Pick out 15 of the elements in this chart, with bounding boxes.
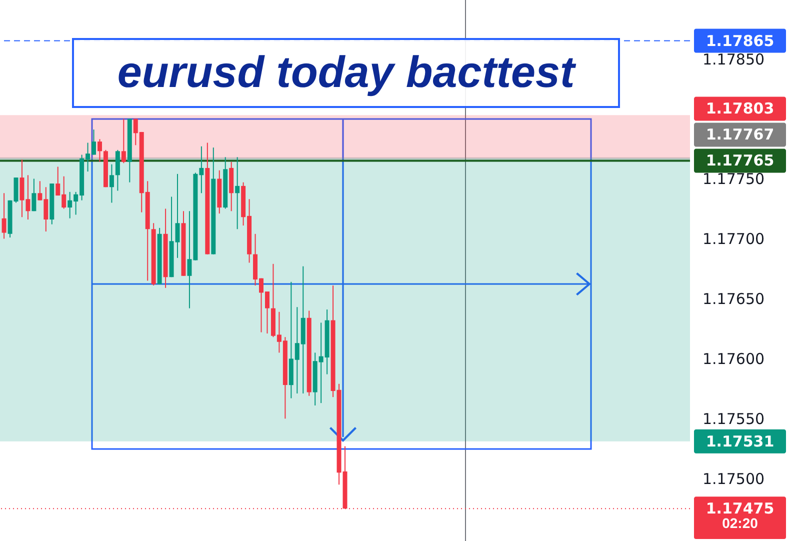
text: eurusd today bacttest bbox=[72, 38, 620, 108]
band-label: 1.17531 bbox=[706, 432, 774, 450]
band-label: 1.17803 bbox=[706, 100, 774, 118]
ref-line-label: 1.17865 bbox=[706, 32, 774, 50]
ref-line-label: 1.17767 bbox=[706, 126, 774, 144]
y-tick-label: 1.17650 bbox=[702, 290, 765, 308]
y-tick-label: 1.17550 bbox=[702, 410, 765, 428]
ref-line-label: 1.17765 bbox=[706, 152, 774, 170]
text: 02:20 bbox=[694, 515, 786, 539]
y-tick-label: 1.17600 bbox=[702, 350, 765, 368]
ref-line-label: 1.17475 bbox=[706, 500, 774, 518]
y-tick-label: 1.17700 bbox=[702, 230, 765, 248]
y-tick-label: 1.17750 bbox=[702, 170, 765, 188]
y-tick-label: 1.17500 bbox=[702, 470, 765, 488]
y-tick-label: 1.17850 bbox=[702, 50, 765, 68]
